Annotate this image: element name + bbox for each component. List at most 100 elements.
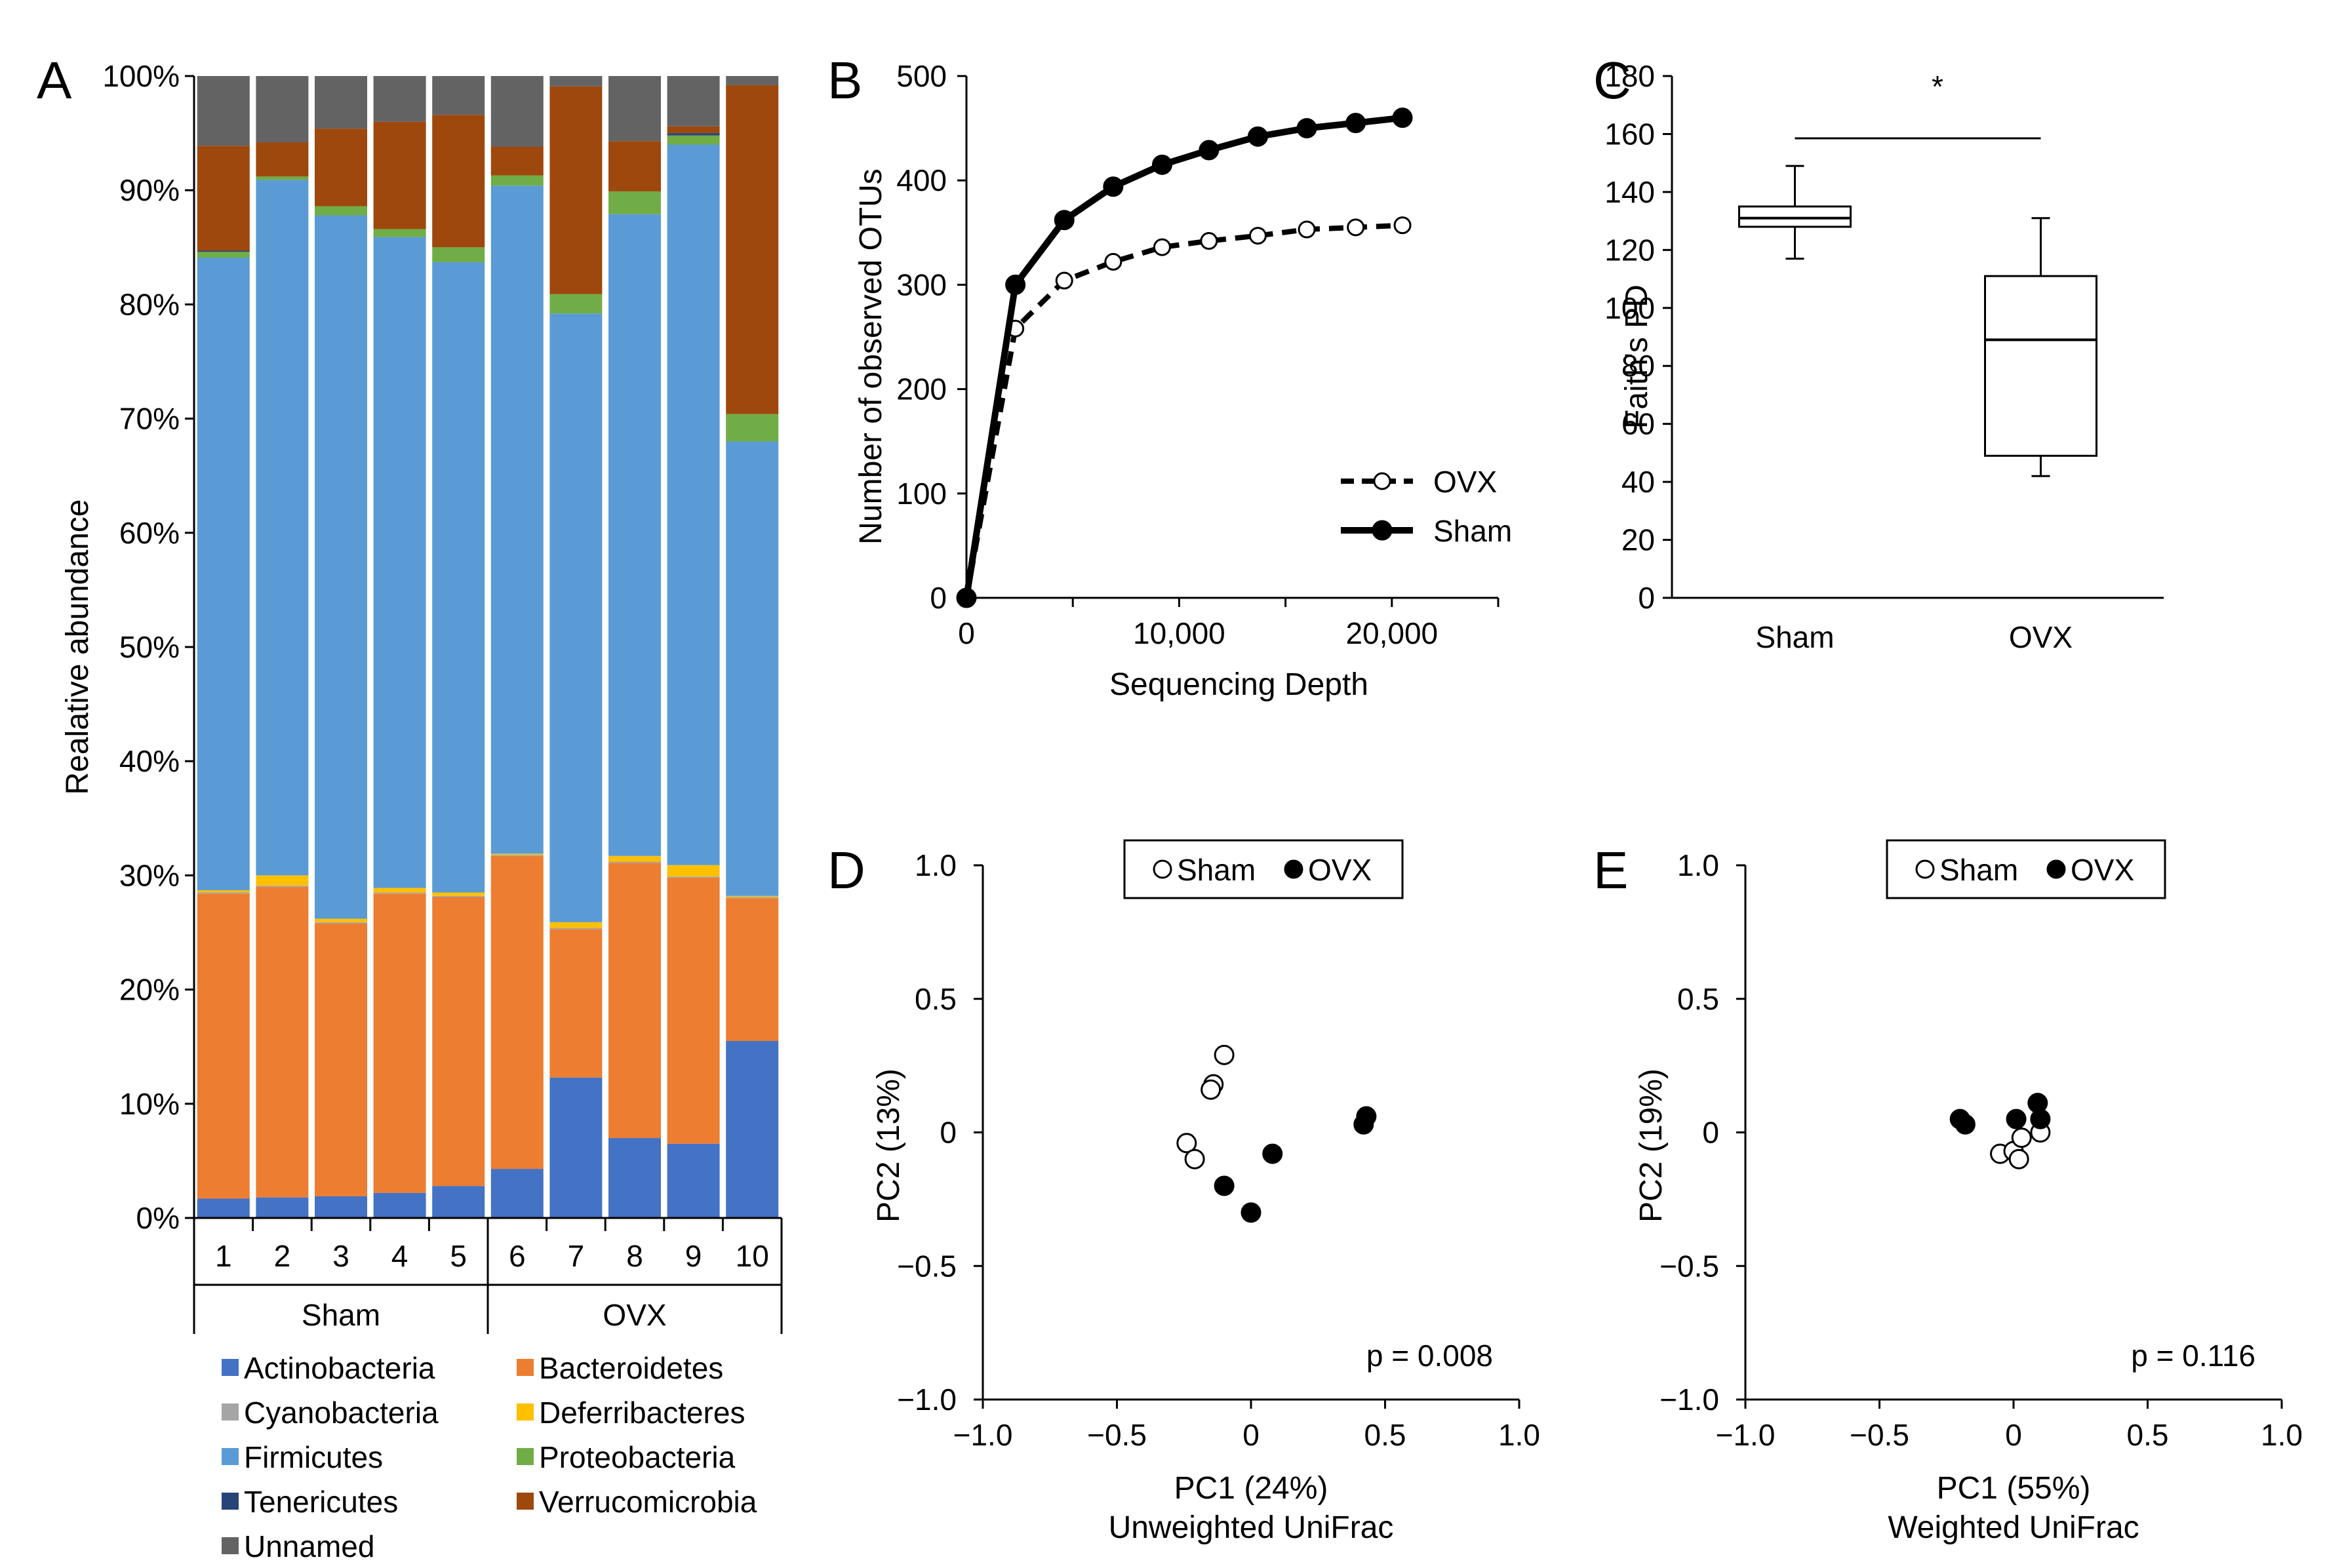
x-tick-label: 1	[215, 1239, 232, 1273]
box-iqr-sham	[1738, 205, 1852, 228]
bar-segment-actinobacteria	[667, 1143, 720, 1218]
x-tick-label: 6	[509, 1239, 526, 1273]
data-point-sham	[1151, 154, 1172, 175]
bar-segment-verrucomicrobia	[432, 115, 485, 248]
data-point-sham	[2008, 1148, 2029, 1169]
bar-segment-bacteroidetes	[549, 929, 603, 1078]
bar-segment-deferribacteres	[315, 918, 367, 922]
data-point-ovx	[2006, 1108, 2027, 1129]
x-tick-label: 9	[685, 1239, 702, 1273]
legend-marker-ovx	[1284, 859, 1303, 879]
x-tick-label: 10	[736, 1239, 769, 1273]
bar-segment-cyanobacteria	[373, 892, 426, 894]
bar-segment-cyanobacteria	[432, 895, 485, 897]
bar-segment-bacteroidetes	[256, 886, 309, 1198]
bar-segment-unnamed	[490, 76, 544, 147]
bar-segment-bacteroidetes	[315, 923, 367, 1196]
bar-segment-cyanobacteria	[315, 922, 367, 924]
bar-segment-actinobacteria	[256, 1197, 309, 1218]
bar-segment-cyanobacteria	[726, 897, 779, 899]
bar-segment-firmicutes	[608, 214, 661, 856]
bar-segment-verrucomicrobia	[667, 126, 720, 134]
data-point-sham	[1247, 126, 1268, 147]
y-tick-label: 90%	[119, 173, 180, 207]
y-tick-label: 50%	[119, 630, 180, 664]
panel-letter-e: E	[1593, 841, 1628, 899]
box-iqr-ovx	[1984, 275, 2097, 457]
x-tick-label: 0.5	[1364, 1418, 1406, 1452]
x-tick-label: −0.5	[1087, 1418, 1147, 1452]
y-tick-label: 200	[896, 372, 947, 406]
bar-segment-bacteroidetes	[197, 893, 250, 1199]
x-tick-label: 7	[568, 1239, 585, 1273]
legend-marker-sham	[1372, 520, 1393, 541]
bar-segment-cyanobacteria	[490, 855, 544, 856]
group-label-ovx: OVX	[603, 1298, 666, 1332]
bar-segment-deferribacteres	[726, 895, 779, 897]
bar-segment-firmicutes	[315, 215, 367, 919]
y-tick-label: 0	[940, 1116, 957, 1150]
data-point-ovx	[1393, 216, 1412, 235]
bar-segment-proteobacteria	[490, 175, 544, 186]
bar-segment-verrucomicrobia	[315, 128, 367, 206]
x-tick-label: 0	[2005, 1418, 2022, 1452]
data-point-sham	[1345, 113, 1366, 134]
x-tick-label: 0.5	[2127, 1418, 2169, 1452]
y-axis-label: Faith's PD	[1619, 284, 1654, 429]
legend-swatch-proteobacteria	[517, 1448, 534, 1465]
bar-segment-proteobacteria	[667, 135, 720, 145]
bar-segment-proteobacteria	[608, 191, 661, 214]
y-tick-label: 20%	[119, 973, 180, 1007]
bar-segment-cyanobacteria	[667, 876, 720, 878]
bar-segment-proteobacteria	[373, 229, 426, 237]
y-tick-label: −1.0	[1659, 1382, 1719, 1417]
bar-segment-firmicutes	[373, 237, 426, 888]
bar-segment-unnamed	[726, 76, 779, 85]
x-tick-label: 1.0	[2261, 1418, 2303, 1452]
bar-segment-bacteroidetes	[432, 897, 485, 1186]
data-point-ovx	[1262, 1143, 1283, 1164]
significance-marker: *	[1932, 69, 1943, 104]
data-point-sham	[1214, 1044, 1235, 1065]
bar-segment-bacteroidetes	[373, 893, 426, 1193]
legend-marker-ovx	[2046, 859, 2066, 879]
bar-segment-actinobacteria	[197, 1198, 250, 1218]
y-tick-label: 60	[1621, 407, 1655, 441]
bar-segment-verrucomicrobia	[490, 147, 544, 176]
legend-swatch-bacteroidetes	[517, 1359, 534, 1376]
bar-segment-actinobacteria	[608, 1138, 661, 1218]
x-axis-label: PC1 (24%)	[1174, 1471, 1328, 1506]
x-axis-label: Sequencing Depth	[1109, 667, 1368, 702]
bar-segment-proteobacteria	[256, 176, 309, 180]
x-axis-subtitle: Unweighted UniFrac	[1109, 1510, 1394, 1545]
bar-segment-actinobacteria	[373, 1192, 426, 1218]
y-tick-label: 0.5	[915, 982, 957, 1016]
y-tick-label: 400	[896, 163, 947, 197]
y-tick-label: 100	[896, 477, 947, 511]
legend-label-sham: Sham	[1177, 853, 1256, 887]
bar-segment-cyanobacteria	[256, 886, 309, 887]
legend-label-actinobacteria: Actinobacteria	[244, 1351, 435, 1385]
data-point-ovx	[1055, 271, 1073, 290]
panel-letter-a: A	[37, 51, 72, 109]
x-tick-label: −1.0	[1716, 1418, 1776, 1452]
data-point-ovx	[1248, 227, 1267, 245]
legend-marker-ovx	[1373, 472, 1391, 490]
bar-segment-bacteroidetes	[726, 898, 779, 1041]
bar-segment-deferribacteres	[549, 922, 603, 928]
bar-segment-unnamed	[667, 76, 720, 127]
series-line-sham	[963, 114, 1403, 598]
panel-b-rarefaction-line-chart: B 0 100 200 300 400 500 0 10,000 20,000 Sequencing…	[827, 51, 1512, 702]
legend-label-verrucomicrobia: Verrucomicrobia	[539, 1485, 757, 1519]
legend-swatch-cyanobacteria	[222, 1403, 239, 1421]
bar-segment-actinobacteria	[315, 1196, 367, 1218]
bar-segment-deferribacteres	[197, 890, 250, 893]
legend-label-firmicutes: Firmicutes	[244, 1440, 383, 1474]
bar-segment-deferribacteres	[373, 888, 426, 893]
bar-segment-actinobacteria	[549, 1077, 603, 1218]
bar-segment-bacteroidetes	[608, 863, 661, 1139]
bar-segment-unnamed	[608, 76, 661, 142]
data-point-sham	[1199, 140, 1220, 161]
panel-e-pcoa-scatter: E −1.0 −0.5 0 0.5 1.0 −1.0 −0.5 0 0.5 1.0 PC1 (55%)…	[1593, 839, 2303, 1545]
bar-segment-bacteroidetes	[490, 855, 544, 1169]
